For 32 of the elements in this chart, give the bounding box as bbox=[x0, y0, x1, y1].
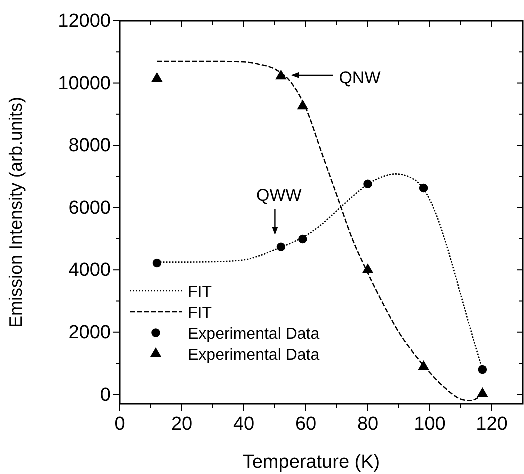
y-tick-label: 0 bbox=[100, 384, 111, 406]
x-tick-label: 100 bbox=[414, 414, 446, 436]
y-tick-label: 6000 bbox=[68, 198, 111, 219]
point bbox=[298, 234, 308, 244]
y-tick-label: 4000 bbox=[68, 260, 111, 282]
point bbox=[478, 365, 488, 374]
point bbox=[276, 70, 287, 80]
point bbox=[297, 100, 309, 110]
point bbox=[276, 242, 286, 252]
x-axis-title: Temperature (K) bbox=[242, 452, 380, 473]
x-tick-label: 120 bbox=[476, 414, 508, 436]
annotation: QWW bbox=[256, 186, 302, 206]
y-axis-title: Emission Intensity (arb.units) bbox=[6, 96, 26, 328]
legend-label: FIT bbox=[188, 305, 212, 322]
x-tick-label: 80 bbox=[357, 414, 379, 436]
point bbox=[152, 72, 163, 82]
point bbox=[419, 184, 428, 193]
point bbox=[152, 258, 162, 268]
x-tick-label: 60 bbox=[295, 414, 317, 436]
point bbox=[364, 180, 372, 189]
y-tick-label: 2000 bbox=[68, 322, 111, 344]
x-tick-label: 40 bbox=[233, 414, 255, 436]
point bbox=[362, 264, 374, 274]
legend-label: Experimental Data bbox=[188, 347, 320, 364]
y-tick-label: 12000 bbox=[58, 11, 111, 32]
legend-label: FIT bbox=[188, 284, 212, 301]
legend-label: Experimental Data bbox=[188, 326, 320, 343]
y-tick-label: 8000 bbox=[68, 136, 111, 157]
annotation: QNW bbox=[339, 68, 381, 88]
y-tick-label: 10000 bbox=[58, 73, 111, 94]
x-tick-label: 20 bbox=[171, 414, 193, 436]
x-tick-label: 0 bbox=[114, 414, 126, 436]
